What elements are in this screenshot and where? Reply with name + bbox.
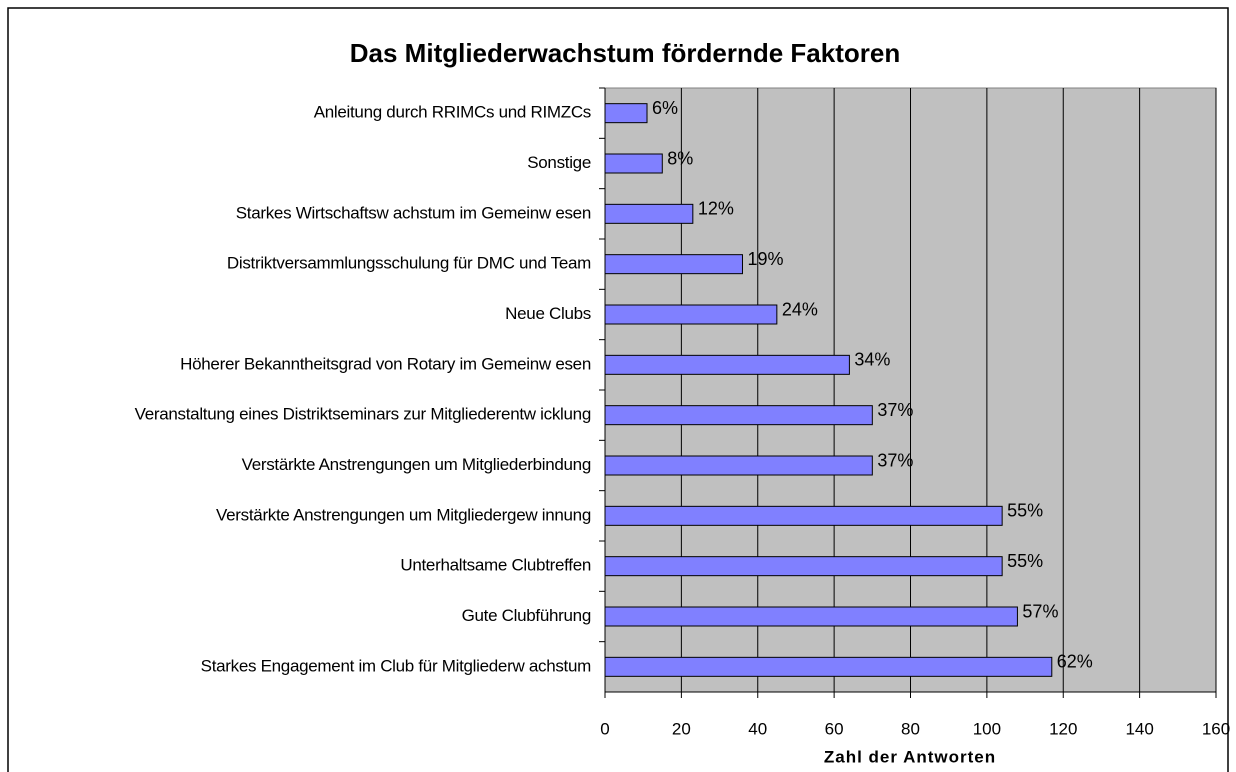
- data-label: 12%: [698, 199, 734, 219]
- bar: [604, 606, 1018, 627]
- data-label: 24%: [782, 299, 818, 319]
- bar: [604, 405, 873, 426]
- data-label: 37%: [877, 450, 913, 470]
- y-tick-label: Höherer Bekanntheitsgrad von Rotary im G…: [180, 354, 591, 373]
- data-label: 55%: [1007, 551, 1043, 571]
- y-tick-label: Starkes Wirtschaftsw achstum im Gemeinw …: [236, 203, 591, 222]
- y-tick-label: Verstärkte Anstrengungen um Mitgliederge…: [216, 505, 591, 524]
- y-tick-label: Verstärkte Anstrengungen um Mitgliederbi…: [242, 455, 591, 474]
- x-tick-label: 20: [672, 719, 691, 738]
- data-label: 55%: [1007, 501, 1043, 521]
- x-tick-label: 80: [901, 719, 920, 738]
- bar: [604, 656, 1053, 677]
- data-label: 19%: [747, 249, 783, 269]
- data-label: 6%: [652, 98, 678, 118]
- y-tick-label: Veranstaltung eines Distriktseminars zur…: [135, 405, 591, 424]
- x-tick-label: 100: [973, 719, 1001, 738]
- bar: [604, 103, 648, 124]
- x-tick-label: 140: [1125, 719, 1153, 738]
- y-tick-label: Anleitung durch RRIMCs und RIMZCs: [314, 103, 591, 122]
- y-tick-label: Gute Clubführung: [462, 606, 591, 625]
- chart-title: Das Mitgliederwachstum fördernde Faktore…: [350, 38, 900, 68]
- y-tick-label: Unterhaltsame Clubtreffen: [400, 556, 591, 575]
- x-axis-title: Zahl der Antworten: [824, 747, 996, 766]
- y-tick-label: Starkes Engagement im Club für Mitgliede…: [201, 656, 591, 675]
- x-tick-label: 120: [1049, 719, 1077, 738]
- data-label: 37%: [877, 400, 913, 420]
- data-label: 34%: [854, 350, 890, 370]
- x-tick-label: 40: [748, 719, 767, 738]
- data-label: 8%: [667, 148, 693, 168]
- bar: [604, 556, 1003, 577]
- y-tick-label: Distriktversammlungsschulung für DMC und…: [227, 254, 591, 273]
- y-tick-label: Neue Clubs: [505, 304, 591, 323]
- x-tick-label: 0: [600, 719, 609, 738]
- bar: [604, 203, 694, 224]
- bar: [604, 153, 663, 174]
- data-label: 57%: [1022, 601, 1058, 621]
- x-tick-label: 60: [825, 719, 844, 738]
- x-tick-label: 160: [1202, 719, 1230, 738]
- bar: [604, 455, 873, 476]
- y-tick-label: Sonstige: [527, 153, 591, 172]
- bar: [604, 354, 850, 375]
- bar: [604, 304, 778, 325]
- data-label: 62%: [1057, 652, 1093, 672]
- bar: [604, 505, 1003, 526]
- bar: [604, 254, 743, 275]
